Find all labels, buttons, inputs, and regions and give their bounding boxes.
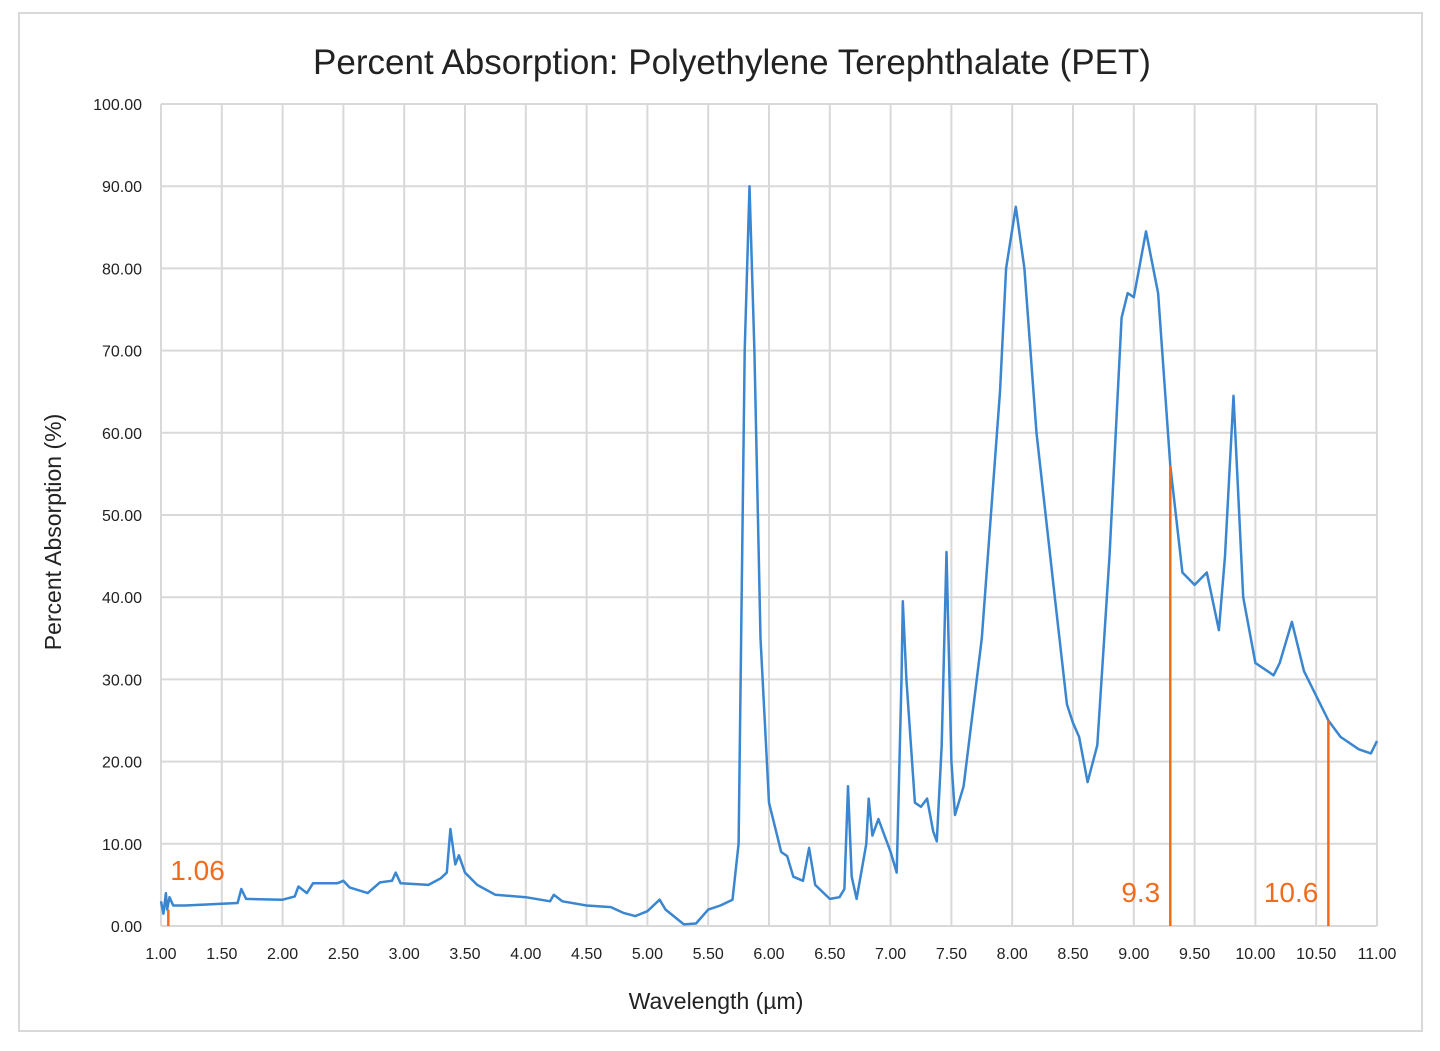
y-tick-label: 30.00 [102, 672, 142, 689]
chart-title: Percent Absorption: Polyethylene Terepht… [313, 43, 1151, 82]
x-tick-label: 6.50 [814, 946, 845, 963]
x-tick-label: 5.50 [693, 946, 724, 963]
x-tick-label: 1.00 [145, 946, 176, 963]
x-tick-label: 4.50 [571, 946, 602, 963]
x-tick-label: 4.00 [510, 946, 541, 963]
x-tick-label: 3.50 [449, 946, 480, 963]
y-tick-label: 50.00 [102, 508, 142, 525]
x-tick-label: 5.00 [632, 946, 663, 963]
chart-frame [18, 12, 1423, 1032]
x-tick-label: 2.00 [267, 946, 298, 963]
y-tick-label: 0.00 [111, 919, 142, 936]
x-tick-label: 2.50 [328, 946, 359, 963]
y-tick-label: 40.00 [102, 590, 142, 607]
y-tick-label: 80.00 [102, 261, 142, 278]
y-tick-label: 60.00 [102, 426, 142, 443]
x-tick-label: 9.50 [1179, 946, 1210, 963]
x-tick-label: 1.50 [206, 946, 237, 963]
x-tick-label: 11.00 [1358, 946, 1397, 963]
x-tick-label: 8.50 [1057, 946, 1088, 963]
x-tick-label: 6.00 [753, 946, 784, 963]
wavelength-marker-label: 1.06 [170, 855, 225, 886]
y-tick-label: 70.00 [102, 344, 142, 361]
wavelength-marker-label: 10.6 [1264, 877, 1319, 908]
x-axis-label: Wavelength (µm) [629, 988, 804, 1014]
x-tick-label: 7.00 [875, 946, 906, 963]
x-tick-label: 10.50 [1296, 946, 1336, 963]
x-tick-label: 8.00 [997, 946, 1028, 963]
x-tick-label: 7.50 [936, 946, 967, 963]
x-tick-label: 10.00 [1235, 946, 1275, 963]
y-axis-label: Percent Absorption (%) [40, 414, 66, 651]
x-tick-label: 3.00 [389, 946, 420, 963]
y-tick-label: 20.00 [102, 755, 142, 772]
y-tick-label: 10.00 [102, 837, 142, 854]
wavelength-marker-label: 9.3 [1121, 877, 1160, 908]
y-tick-label: 100.00 [93, 97, 142, 114]
absorption-series-line [159, 184, 1379, 926]
y-tick-label: 90.00 [102, 179, 142, 196]
x-tick-label: 9.00 [1118, 946, 1149, 963]
